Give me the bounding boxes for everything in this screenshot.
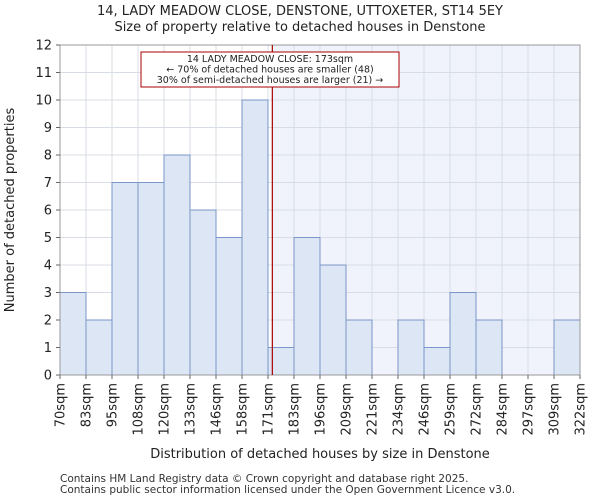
histogram-bar: [423, 347, 451, 376]
y-tick-label: 9: [44, 121, 52, 136]
x-tick-label: 297sqm: [522, 383, 537, 436]
x-tick-label: 183sqm: [288, 383, 303, 436]
x-tick-label: 108sqm: [132, 383, 147, 436]
x-tick-label: 221sqm: [366, 383, 381, 436]
x-tick-label: 234sqm: [392, 383, 407, 436]
histogram-bar: [241, 99, 269, 376]
annotation-line-2: ← 70% of detached houses are smaller (48…: [166, 65, 373, 76]
histogram-bar: [163, 154, 191, 376]
histogram-bar: [449, 292, 477, 376]
chart-subtitle: Size of property relative to detached ho…: [114, 20, 486, 35]
y-tick-label: 11: [35, 66, 52, 81]
footer-line-1: Contains HM Land Registry data © Crown c…: [60, 473, 469, 485]
x-tick-label: 158sqm: [236, 383, 251, 436]
histogram-bar: [293, 237, 321, 376]
histogram-bar: [215, 237, 243, 376]
x-tick-label: 133sqm: [184, 383, 199, 436]
histogram-bar: [85, 319, 113, 376]
x-axis-label: Distribution of detached houses by size …: [150, 447, 490, 462]
y-tick-label: 1: [44, 341, 52, 356]
x-tick-label: 209sqm: [340, 383, 355, 436]
y-tick-label: 7: [44, 176, 52, 191]
x-tick-label: 70sqm: [54, 383, 69, 427]
y-tick-label: 8: [44, 149, 52, 164]
x-tick-label: 246sqm: [418, 383, 433, 436]
histogram-bar: [111, 182, 139, 376]
y-tick-label: 4: [44, 259, 52, 274]
annotation-line-3: 30% of semi-detached houses are larger (…: [157, 75, 384, 86]
histogram-bar: [189, 209, 217, 376]
y-axis-label: Number of detached properties: [3, 108, 18, 313]
x-tick-label: 95sqm: [106, 383, 121, 427]
annotation-line-1: 14 LADY MEADOW CLOSE: 173sqm: [187, 54, 353, 65]
x-tick-label: 83sqm: [80, 383, 95, 427]
y-tick-label: 5: [44, 231, 52, 246]
histogram-bar: [475, 319, 503, 376]
x-tick-label: 284sqm: [496, 383, 511, 436]
histogram-bar: [59, 292, 87, 376]
x-tick-label: 146sqm: [210, 383, 225, 436]
histogram-bar: [137, 182, 165, 376]
chart-title: 14, LADY MEADOW CLOSE, DENSTONE, UTTOXET…: [97, 4, 503, 19]
y-tick-label: 2: [44, 314, 52, 329]
y-tick-label: 0: [44, 369, 52, 384]
annotation-box: [140, 51, 400, 88]
x-tick-label: 196sqm: [314, 383, 329, 436]
histogram-bar: [553, 319, 581, 376]
footer-line-2: Contains public sector information licen…: [60, 484, 516, 496]
y-tick-label: 3: [44, 286, 52, 301]
histogram-bar: [397, 319, 425, 376]
y-tick-label: 6: [44, 204, 52, 219]
x-tick-label: 259sqm: [444, 383, 459, 436]
x-tick-label: 171sqm: [262, 383, 277, 436]
x-tick-label: 322sqm: [574, 383, 589, 436]
x-tick-label: 120sqm: [158, 383, 173, 436]
x-tick-label: 309sqm: [548, 383, 563, 436]
y-tick-label: 10: [35, 94, 52, 109]
x-tick-label: 272sqm: [470, 383, 485, 436]
histogram-bar: [345, 319, 373, 376]
y-tick-label: 12: [35, 39, 52, 54]
histogram-bar: [319, 264, 347, 376]
